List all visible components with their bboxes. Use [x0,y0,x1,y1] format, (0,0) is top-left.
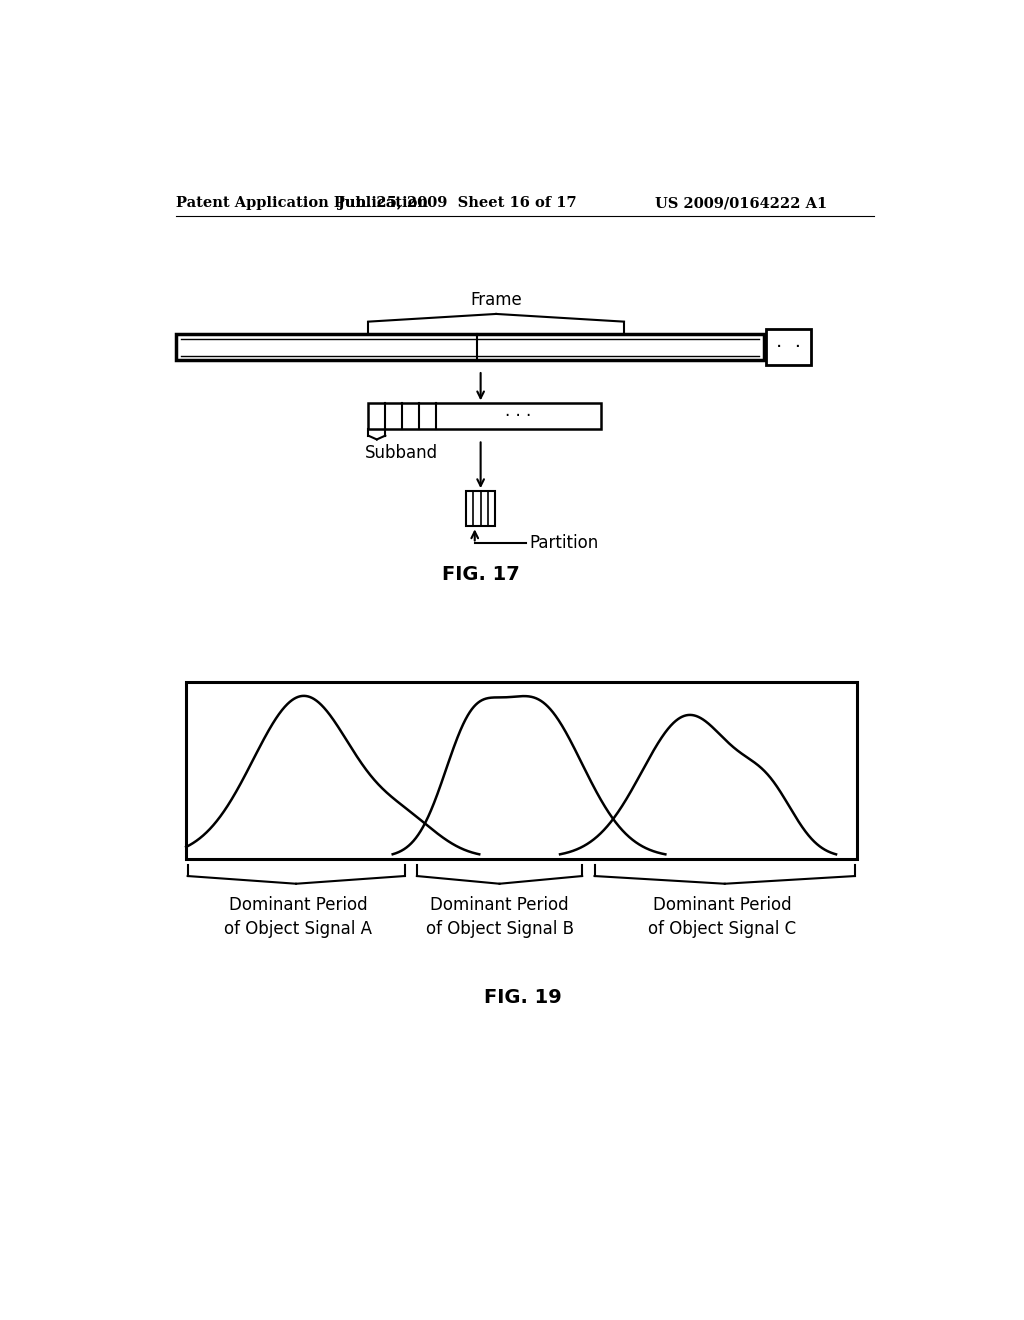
Text: · · ·: · · · [506,408,531,425]
Bar [466,491,496,527]
Bar [766,330,811,364]
Text: FIG. 17: FIG. 17 [441,565,519,583]
Text: Partition: Partition [529,535,599,552]
Text: Frame: Frame [470,292,522,309]
Text: ·  ·: · · [776,338,801,356]
Text: Dominant Period
of Object Signal A: Dominant Period of Object Signal A [224,896,373,937]
Text: Subband: Subband [365,444,437,462]
Bar [186,682,856,859]
Bar [176,334,764,360]
Text: Patent Application Publication: Patent Application Publication [176,197,428,210]
Text: Jun. 25, 2009  Sheet 16 of 17: Jun. 25, 2009 Sheet 16 of 17 [338,197,577,210]
Text: Dominant Period
of Object Signal C: Dominant Period of Object Signal C [648,896,797,937]
Text: FIG. 19: FIG. 19 [484,989,562,1007]
Text: US 2009/0164222 A1: US 2009/0164222 A1 [655,197,827,210]
Text: Dominant Period
of Object Signal B: Dominant Period of Object Signal B [426,896,573,937]
Bar [369,404,601,429]
